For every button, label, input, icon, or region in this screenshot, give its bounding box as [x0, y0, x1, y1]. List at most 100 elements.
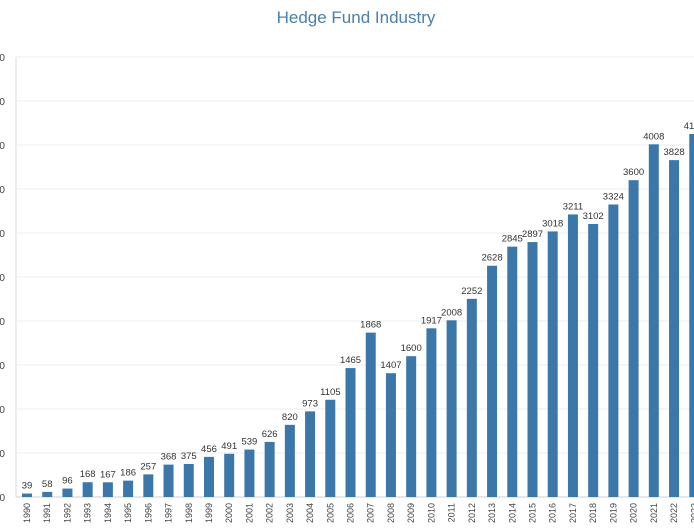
x-tick-label: 2007	[366, 503, 376, 523]
x-tick-label: 2010	[426, 503, 436, 523]
bar-1990	[22, 493, 32, 497]
x-tick-label: 1991	[42, 503, 52, 523]
x-tick-label: 1992	[62, 503, 72, 523]
bar-2015	[527, 242, 538, 497]
bar-1996	[143, 474, 154, 497]
x-tick-label: 2023	[689, 503, 694, 523]
x-tick-label: 2001	[244, 503, 254, 523]
data-label: 186	[120, 468, 136, 479]
data-label: 3828	[663, 147, 684, 158]
x-tick-label: 2018	[588, 503, 598, 523]
bar-1992	[62, 488, 73, 497]
bar-2008	[385, 373, 396, 497]
data-label: 257	[140, 461, 156, 472]
x-tick-label: 2015	[528, 503, 538, 523]
bar-2020	[628, 180, 639, 497]
data-label: 973	[302, 398, 318, 409]
x-tick-label: 2016	[548, 503, 558, 523]
data-label: 456	[201, 444, 217, 455]
data-label: 3211	[563, 201, 583, 212]
bar-1991	[42, 491, 53, 497]
bar-1994	[102, 482, 113, 497]
data-label: 3102	[583, 211, 604, 222]
data-label: 491	[221, 441, 237, 452]
bar-1995	[123, 480, 134, 497]
data-label: 4125	[684, 121, 694, 132]
bar-1999	[203, 456, 214, 497]
bar-1993	[82, 482, 93, 497]
y-tick-label: 4500	[0, 97, 5, 108]
bar-2004	[305, 411, 316, 497]
bar-2013	[487, 265, 498, 497]
chart-title: Hedge Fund Industry	[277, 8, 436, 27]
data-label: 3600	[623, 167, 644, 178]
x-tick-label: 1995	[123, 503, 133, 523]
x-tick-label: 2014	[507, 503, 517, 523]
x-tick-label: 1999	[204, 503, 214, 523]
x-tick-label: 2019	[608, 503, 618, 523]
data-label: 1465	[340, 355, 361, 366]
data-label: 168	[80, 469, 96, 480]
x-tick-label: 1996	[143, 503, 153, 523]
x-tick-label: 1990	[22, 503, 32, 523]
bar-2011	[446, 320, 457, 497]
x-tick-label: 2020	[629, 503, 639, 523]
data-label: 4008	[643, 131, 664, 142]
x-tick-label: 2002	[265, 503, 275, 523]
bar-2017	[567, 214, 578, 497]
data-label: 2252	[461, 286, 482, 297]
x-tick-label: 1994	[103, 503, 113, 523]
bar-1998	[183, 464, 194, 497]
x-tick-label: 2011	[447, 503, 457, 522]
y-tick-label: 4000	[0, 141, 5, 152]
x-tick-label: 1998	[184, 503, 194, 523]
bar-2021	[648, 144, 659, 497]
data-label: 58	[42, 479, 53, 490]
bar-2018	[588, 224, 599, 498]
x-tick-label: 2000	[224, 503, 234, 523]
x-tick-label: 2017	[568, 503, 578, 523]
data-label: 3018	[542, 218, 563, 229]
data-label: 368	[161, 452, 177, 463]
x-tick-label: 2012	[467, 503, 477, 523]
x-tick-label: 1993	[83, 503, 93, 523]
data-label: 2628	[481, 253, 502, 264]
data-label: 1917	[421, 315, 442, 326]
y-tick-label: 2000	[0, 317, 5, 328]
bar-2003	[284, 424, 295, 497]
bar-2010	[426, 328, 437, 497]
bar-2022	[669, 160, 680, 498]
bar-2000	[224, 453, 235, 497]
data-label: 2008	[441, 307, 462, 318]
bar-2009	[406, 356, 417, 497]
data-label: 1105	[320, 387, 340, 398]
y-tick-label: 1500	[0, 361, 5, 372]
y-tick-label: 500	[0, 449, 5, 460]
y-tick-label: 5000	[0, 53, 5, 64]
data-label: 375	[181, 451, 197, 462]
bar-2016	[547, 231, 558, 497]
data-label: 96	[62, 476, 73, 487]
x-tick-label: 2021	[649, 503, 659, 523]
x-tick-label: 2003	[285, 503, 295, 523]
data-label: 3324	[603, 191, 624, 202]
x-tick-label: 2006	[346, 503, 356, 523]
x-tick-label: 2004	[305, 503, 315, 523]
bar-2002	[264, 441, 275, 497]
data-label: 39	[22, 481, 33, 492]
bar-2006	[345, 368, 356, 497]
data-label: 2897	[522, 229, 543, 240]
bar-2012	[466, 298, 477, 497]
data-label: 167	[100, 469, 116, 480]
x-tick-label: 2005	[325, 503, 335, 523]
bar-2005	[325, 399, 336, 497]
x-tick-label: 2013	[487, 503, 497, 523]
data-label: 539	[241, 437, 257, 448]
bar-1997	[163, 464, 174, 497]
data-label: 1868	[360, 320, 381, 331]
y-tick-label: 2500	[0, 273, 5, 284]
y-tick-label: 0	[0, 493, 5, 504]
bar-2001	[244, 449, 255, 497]
x-tick-label: 2008	[386, 503, 396, 523]
